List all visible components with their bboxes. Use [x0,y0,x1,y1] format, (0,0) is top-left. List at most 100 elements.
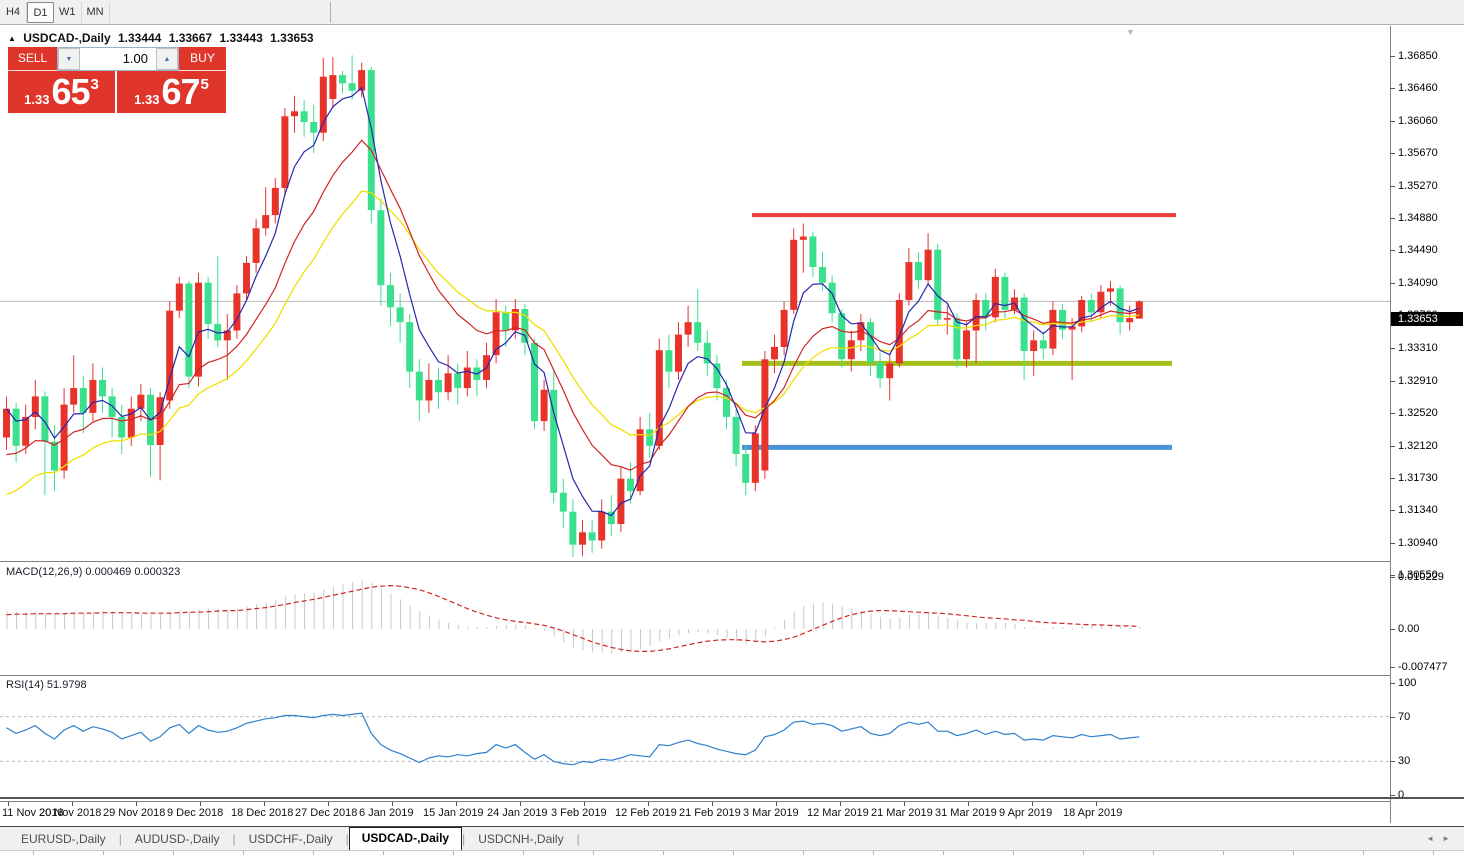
rsi-label: RSI(14) 51.9798 [6,679,87,691]
date-tick [648,802,649,806]
volume-input[interactable]: 1.00 [122,51,148,66]
pane-separator[interactable] [0,675,1390,676]
symbol-tab-usdcaddaily[interactable]: USDCAD-,Daily [348,827,463,850]
rsi-pane-svg [0,712,1390,766]
timeframe-toolbar: H4 D1 W1 MN [0,0,1464,25]
symbol-tab-eurusddaily[interactable]: EURUSD-,Daily [21,832,106,846]
strip-tick [33,851,34,855]
date-tick [1096,802,1097,806]
strip-tick [733,851,734,855]
ohlc-low: 1.33443 [219,31,263,45]
axis-tick [1390,121,1395,122]
timeframe-button-mn[interactable]: MN [82,1,110,23]
axis-tick [1390,56,1395,57]
symbol-tab-usdcnhdaily[interactable]: USDCNH-,Daily [478,832,564,846]
date-tick-label: 21 Feb 2019 [679,807,741,819]
current-price-badge: 1.33653 [1391,312,1463,326]
volume-box: ▼ 1.00 ▲ [57,47,179,71]
tab-scroll-arrows[interactable]: ◄► [1426,834,1458,843]
price-tick-label: 1.34880 [1398,212,1438,224]
date-tick-label: 15 Jan 2019 [423,807,484,819]
date-tick-label: 9 Apr 2019 [999,807,1053,819]
axis-tick [1390,795,1395,796]
timeframe-button-h4[interactable]: H4 [0,1,27,23]
axis-tick [1390,283,1395,284]
tab-scroll-right-icon[interactable]: ► [1442,834,1458,843]
price-tick-label: 1.32910 [1398,375,1438,387]
date-tick-label: 29 Nov 2018 [103,807,166,819]
chart-symbol-label: USDCAD-,Daily [23,31,111,45]
date-tick-label: 12 Mar 2019 [807,807,869,819]
date-tick [392,802,393,806]
axis-tick [1390,543,1395,544]
macd-tick-label: 0.010229 [1398,571,1444,583]
date-tick [200,802,201,806]
strip-tick [593,851,594,855]
chart-shift-marker-icon[interactable]: ▼ [1126,27,1135,37]
price-tick-label: 1.31730 [1398,472,1438,484]
pane-separator[interactable] [0,561,1390,562]
axis-tick [1390,683,1395,684]
date-tick [8,802,9,806]
axis-tick [1390,186,1395,187]
buy-price-button[interactable]: 1.33 67 5 [117,71,226,113]
strip-tick [523,851,524,855]
date-tick [1032,802,1033,806]
buy-price-pips: 67 [161,71,200,112]
tab-separator: | [345,832,349,846]
symbol-tab-usdchfdaily[interactable]: USDCHF-,Daily [248,832,333,846]
price-axis[interactable]: 1.33653 1.36850 1.36460 1.36060 1.35670 1.35… [1390,26,1464,823]
ohlc-open: 1.33444 [117,31,162,45]
volume-increase-button[interactable]: ▲ [156,48,178,70]
date-tick-label: 18 Dec 2018 [231,807,294,819]
date-tick-label: 24 Jan 2019 [487,807,548,819]
sell-price-button[interactable]: 1.33 65 3 [8,71,115,113]
axis-tick [1390,629,1395,630]
price-tick-label: 1.31340 [1398,504,1438,516]
ohlc-close: 1.33653 [270,31,314,45]
date-tick-label: 12 Feb 2019 [615,807,677,819]
date-tick-label: 21 Mar 2019 [871,807,933,819]
strip-tick [803,851,804,855]
date-tick [72,802,73,806]
strip-tick [873,851,874,855]
axis-tick [1390,577,1395,578]
strip-tick [663,851,664,855]
collapse-panel-icon[interactable]: ▲ [8,34,16,43]
strip-tick [173,851,174,855]
status-strip [0,850,1464,855]
date-tick [840,802,841,806]
axis-tick [1390,153,1395,154]
price-tick-label: 1.30940 [1398,537,1438,549]
strip-tick [313,851,314,855]
timeframe-button-w1[interactable]: W1 [54,1,82,23]
rsi-tick-label: 70 [1398,711,1411,723]
axis-border [1390,26,1391,823]
date-tick [520,802,521,806]
rsi-tick-label: 100 [1398,677,1417,689]
date-tick-label: 31 Mar 2019 [935,807,997,819]
symbol-tab-audusddaily[interactable]: AUDUSD-,Daily [134,832,220,846]
pane-separator [0,801,1390,802]
timeframe-button-d1[interactable]: D1 [27,1,54,23]
macd-pane-svg [6,580,1141,654]
price-tick-label: 1.33310 [1398,342,1438,354]
date-tick [456,802,457,806]
chart-window: ▲ USDCAD-,Daily 1.33444 1.33667 1.33443 … [0,26,1464,824]
buy-button[interactable]: BUY [179,47,226,71]
date-tick [904,802,905,806]
axis-tick [1390,717,1395,718]
sell-button[interactable]: SELL [8,47,57,71]
date-tick [584,802,585,806]
date-tick [776,802,777,806]
axis-tick [1390,250,1395,251]
tab-scroll-left-icon[interactable]: ◄ [1426,834,1443,843]
price-tick-label: 1.35670 [1398,147,1438,159]
window-frame-line [0,797,1464,799]
price-pane-svg [0,55,1390,557]
sell-price-prefix: 1.33 [24,91,50,107]
date-axis[interactable]: 11 Nov 2018 20 Nov 2018 29 Nov 2018 9 Dec 2… [0,802,1390,823]
toolbar-divider [330,2,331,23]
volume-decrease-button[interactable]: ▼ [58,48,80,70]
